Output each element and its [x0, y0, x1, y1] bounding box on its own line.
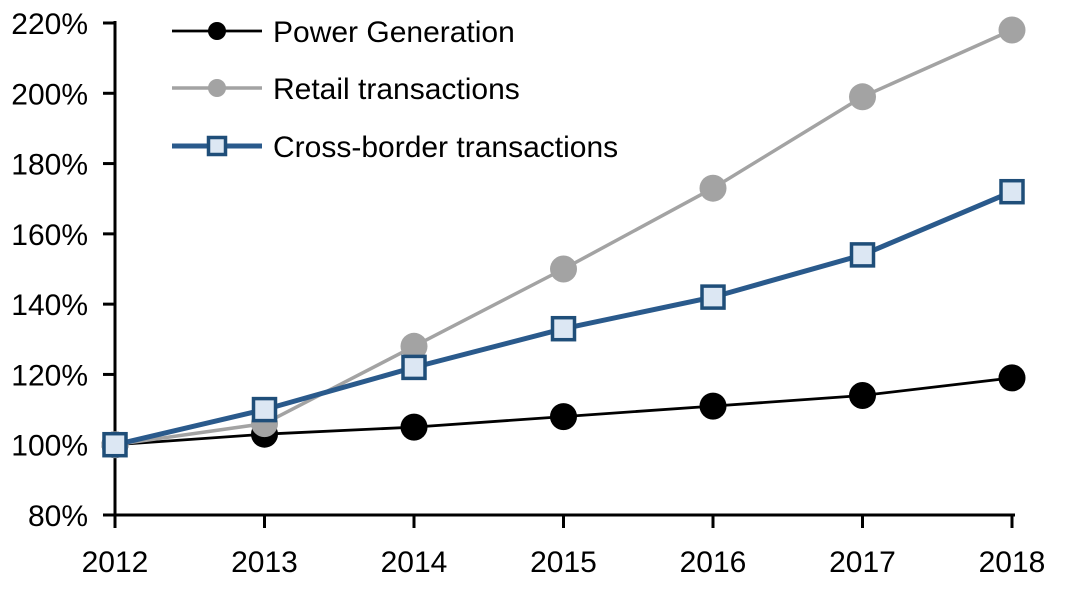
- data-point-circle: [998, 364, 1026, 392]
- x-tick-label: 2012: [82, 546, 149, 579]
- data-point-square: [999, 178, 1025, 205]
- data-point-circle: [699, 392, 727, 420]
- data-point-square: [550, 315, 577, 342]
- data-point-square: [251, 396, 278, 423]
- data-point-circle: [550, 403, 577, 431]
- y-tick-label: 100%: [11, 430, 88, 463]
- series-group: [101, 16, 1026, 459]
- data-point-square: [849, 242, 876, 268]
- legend-label: Cross-border transactions: [273, 131, 618, 164]
- legend: Power Generation Retail transactions Cro…: [172, 16, 618, 164]
- legend-label: Retail transactions: [273, 73, 520, 106]
- legend-item-power-generation: Power Generation: [172, 16, 515, 49]
- data-point-circle: [849, 83, 876, 111]
- y-tick-label: 180%: [11, 149, 88, 182]
- x-tick-label: 2016: [680, 546, 747, 579]
- data-point-circle: [998, 16, 1026, 44]
- y-tick-label: 220%: [11, 8, 88, 41]
- data-point-circle: [550, 255, 577, 283]
- series-line: [114, 28, 1013, 447]
- data-point-circle: [400, 413, 428, 441]
- x-tick-label: 2015: [530, 546, 597, 579]
- legend-item-cross-border-transactions: Cross-border transactions: [172, 131, 618, 164]
- legend-circle-marker-icon: [208, 22, 226, 40]
- data-point-circle: [400, 332, 428, 360]
- x-tick-label: 2013: [231, 546, 298, 579]
- series-cross-border-transactions: [102, 178, 1025, 458]
- x-tick-label: 2017: [829, 546, 896, 579]
- y-tick-label: 200%: [11, 78, 88, 111]
- data-point-square: [700, 284, 726, 310]
- y-tick-label: 120%: [11, 359, 88, 392]
- x-tick-label: 2014: [381, 546, 448, 579]
- series-power-generation: [101, 364, 1026, 459]
- x-tick-label: 2018: [979, 546, 1046, 579]
- y-tick-label: 140%: [11, 289, 88, 322]
- legend-item-retail-transactions: Retail transactions: [172, 73, 520, 106]
- y-tick-label: 160%: [11, 219, 88, 252]
- axes: 220% 200% 180% 160% 140% 120% 100% 80% 2012 2013 2…: [11, 8, 1045, 579]
- legend-square-marker-icon: [206, 135, 228, 157]
- data-point-circle: [849, 382, 876, 409]
- legend-label: Power Generation: [273, 16, 515, 49]
- legend-circle-marker-icon: [208, 79, 226, 97]
- data-point-square: [401, 354, 427, 381]
- data-point-circle: [699, 174, 727, 202]
- y-tick-label: 80%: [28, 500, 88, 533]
- data-point-square: [102, 431, 128, 458]
